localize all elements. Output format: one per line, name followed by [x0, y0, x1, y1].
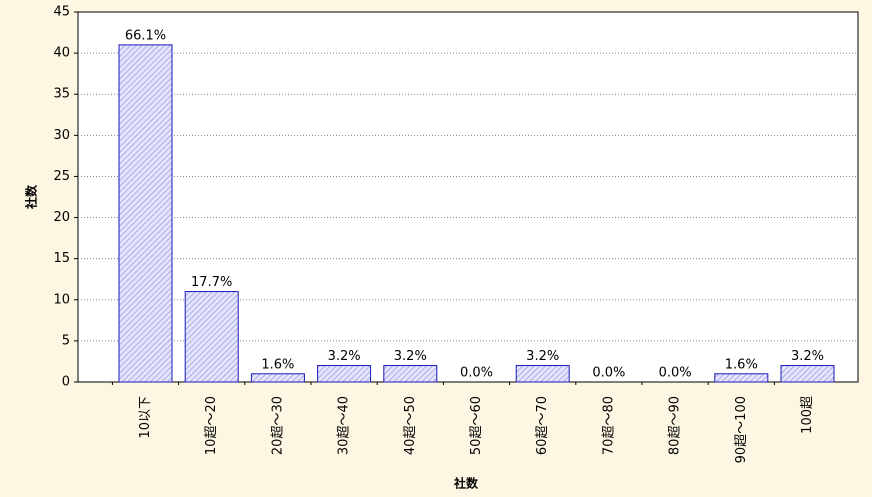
value-label: 3.2%	[328, 349, 361, 364]
bar	[184, 291, 239, 383]
bar	[250, 373, 305, 383]
bar	[780, 365, 835, 383]
y-axis-label: 社数	[24, 184, 39, 210]
bar	[714, 373, 769, 383]
x-tick-label: 40超～50	[403, 396, 418, 455]
value-label: 0.0%	[460, 366, 493, 381]
value-label: 0.0%	[592, 366, 625, 381]
bar	[118, 44, 173, 383]
x-tick-label: 30超～40	[337, 396, 352, 455]
y-tick-label: 20	[53, 210, 70, 225]
bar	[515, 365, 570, 383]
y-tick-label: 15	[53, 251, 70, 266]
value-label: 0.0%	[659, 366, 692, 381]
value-label: 3.2%	[526, 349, 559, 364]
x-tick-label: 90超～100	[734, 396, 749, 463]
y-tick-label: 45	[53, 5, 70, 20]
y-tick-label: 5	[62, 333, 70, 348]
x-tick-label: 100超	[800, 396, 815, 434]
y-tick-label: 35	[53, 87, 70, 102]
value-label: 66.1%	[125, 28, 166, 43]
y-tick-label: 30	[53, 128, 70, 143]
x-tick-label: 10超～20	[204, 396, 219, 455]
value-label: 3.2%	[791, 349, 824, 364]
value-label: 1.6%	[725, 357, 758, 372]
bar	[317, 365, 372, 383]
x-tick-label: 80超～90	[668, 396, 683, 455]
y-tick-label: 25	[53, 169, 70, 184]
x-tick-label: 20超～30	[270, 396, 285, 455]
value-label: 1.6%	[261, 357, 294, 372]
x-tick-label: 10以下	[138, 396, 153, 439]
x-tick-label: 60超～70	[535, 396, 550, 455]
y-tick-label: 40	[53, 46, 70, 61]
y-tick-label: 10	[53, 292, 70, 307]
y-tick-label: 0	[62, 375, 70, 390]
value-label: 3.2%	[394, 349, 427, 364]
x-tick-label: 50超～60	[469, 396, 484, 455]
bar	[383, 365, 438, 383]
value-label: 17.7%	[191, 275, 232, 290]
x-tick-label: 70超～80	[601, 396, 616, 455]
x-axis-label: 社数	[453, 476, 479, 491]
